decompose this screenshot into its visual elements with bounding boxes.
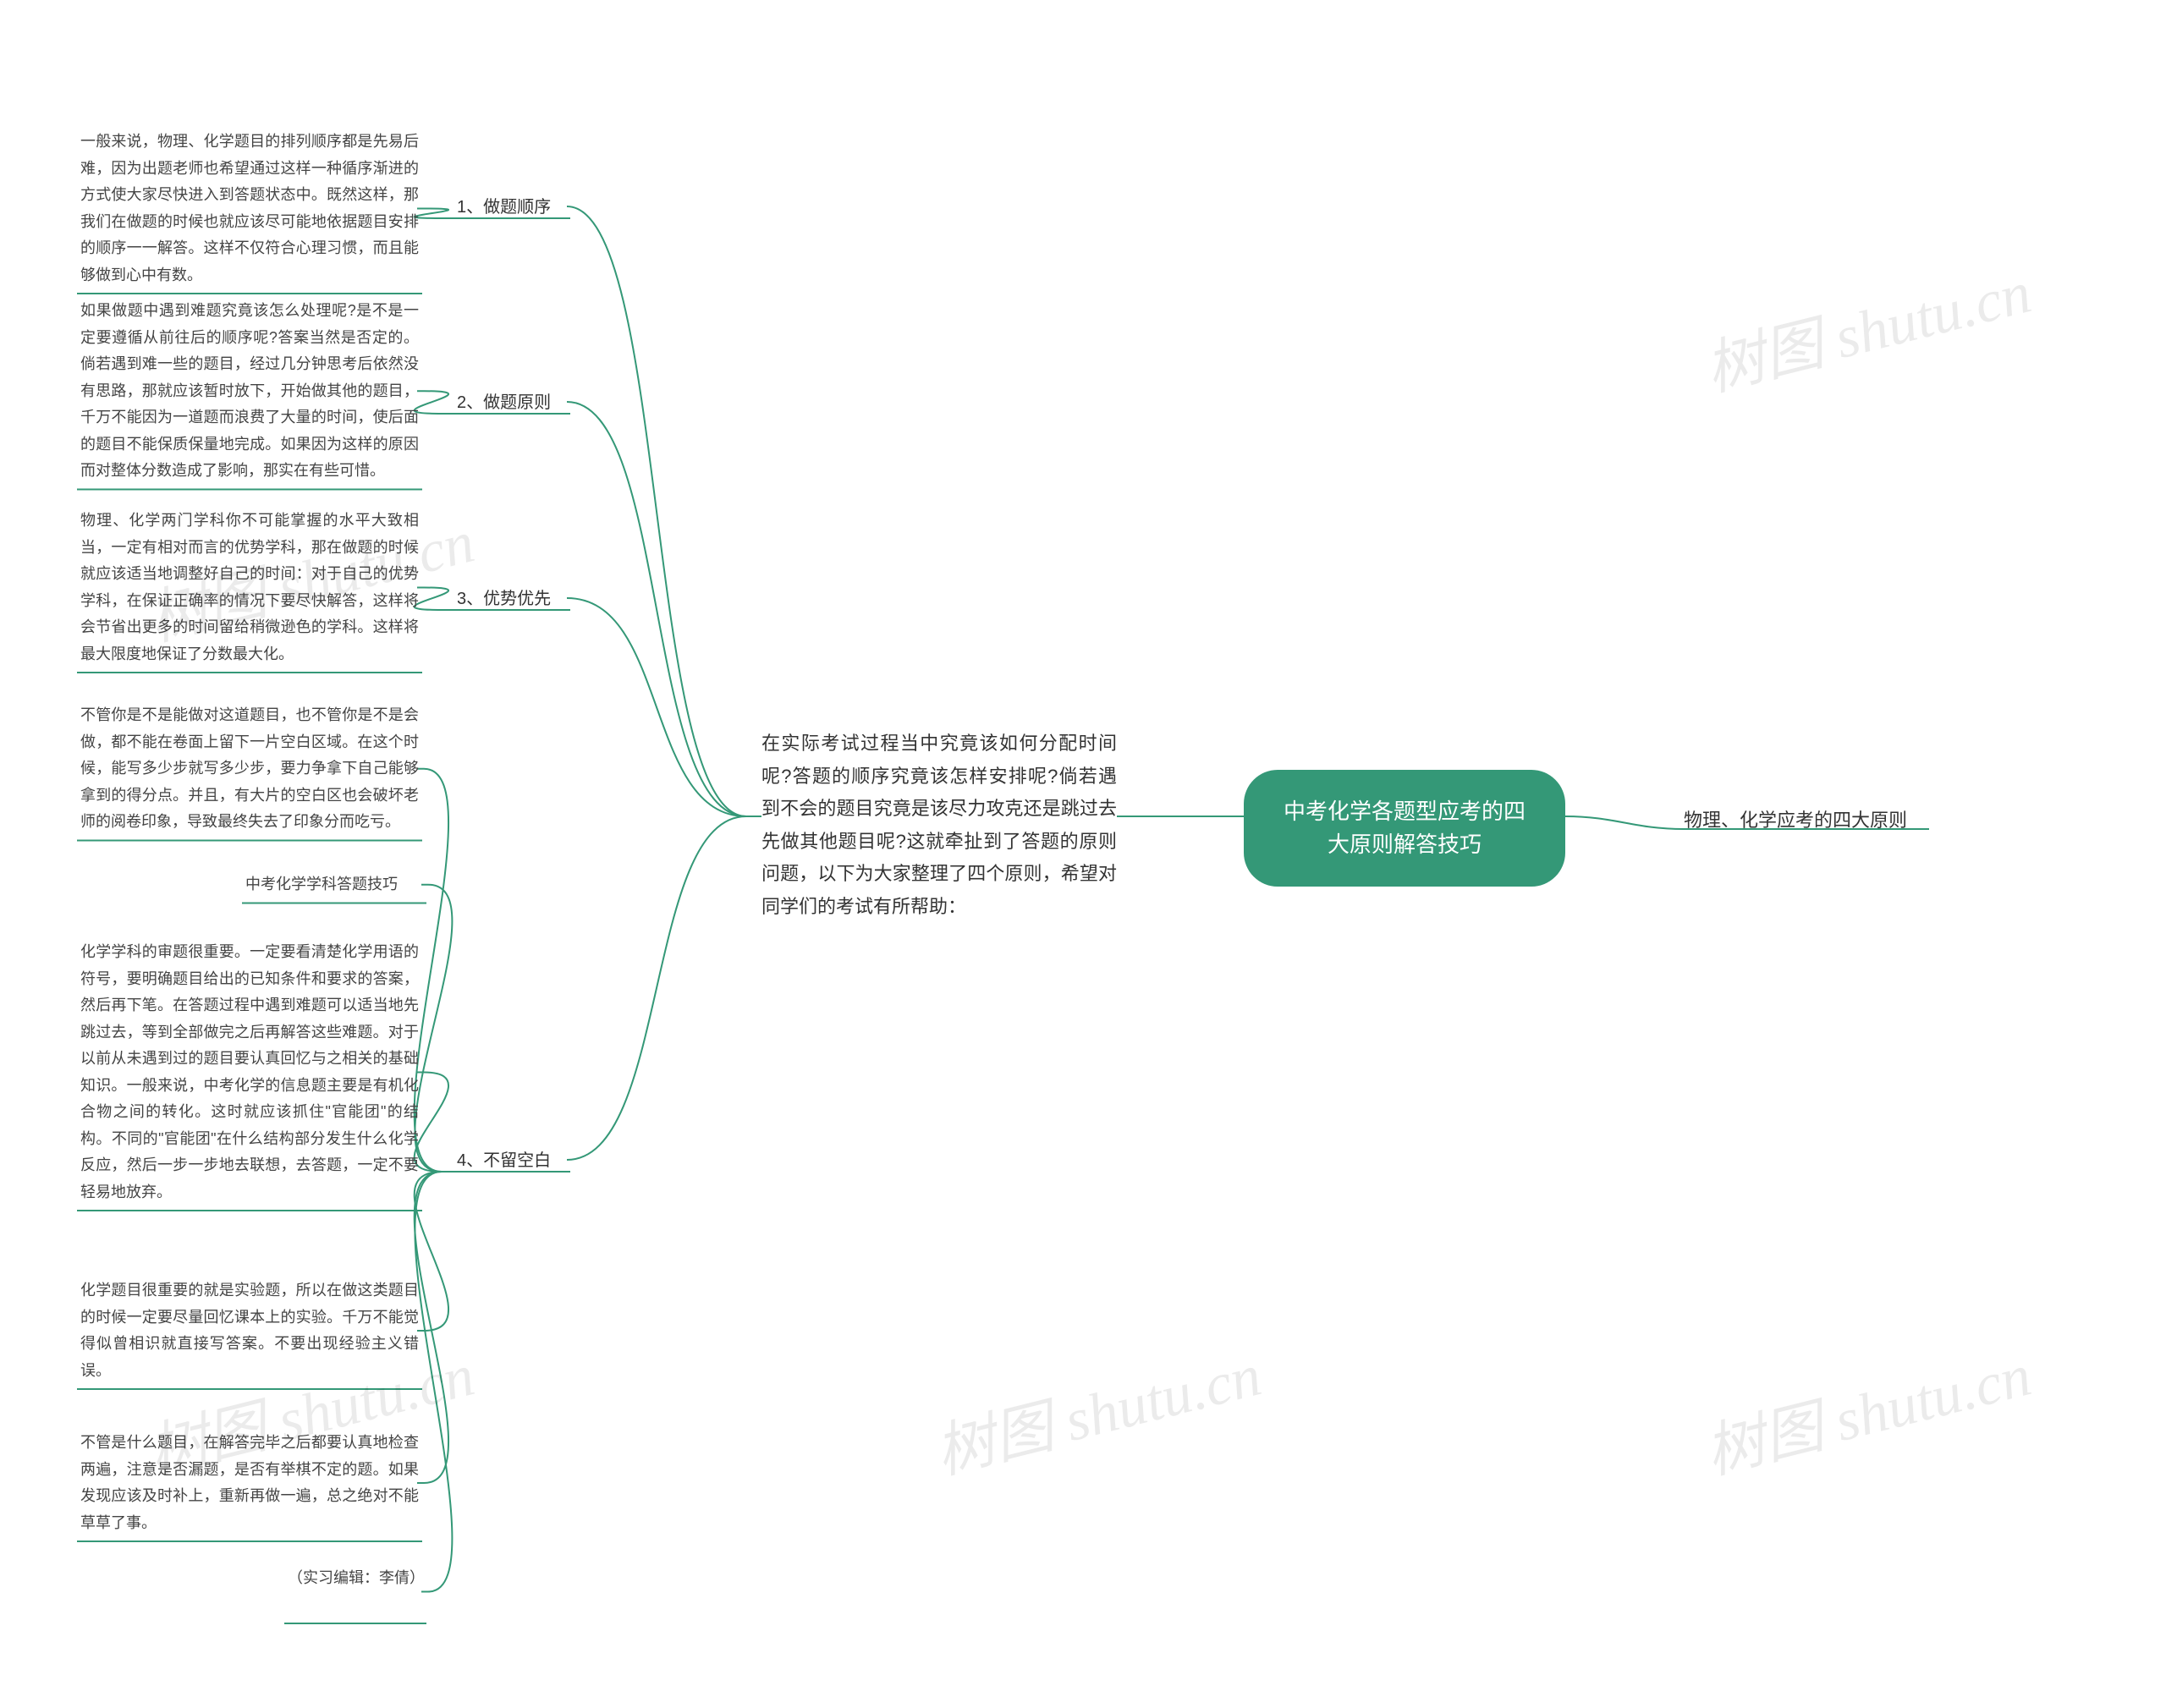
mindmap-canvas: 中考化学各题型应考的四大原则解答技巧 物理、化学应考的四大原则 在实际考试过程当… — [0, 0, 2166, 1708]
branch-label-1[interactable]: 1、做题顺序 — [457, 195, 551, 220]
detail-block-4: 不管你是不是能做对这道题目，也不管你是不是会做，都不能在卷面上留下一片空白区域。… — [80, 702, 419, 836]
detail-block-5: 中考化学学科答题技巧 — [245, 871, 423, 898]
detail-block-6: 化学学科的审题很重要。一定要看清楚化学用语的符号，要明确题目给出的已知条件和要求… — [80, 939, 419, 1205]
detail-block-2: 如果做题中遇到难题究竟该怎么处理呢?是不是一定要遵循从前往后的顺序呢?答案当然是… — [80, 298, 419, 485]
watermark: 树图 shutu.cn — [1696, 1327, 2039, 1491]
detail-block-3: 物理、化学两门学科你不可能掌握的水平大致相当，一定有相对而言的优势学科，那在做题… — [80, 508, 419, 667]
detail-block-7: 化学题目很重要的就是实验题，所以在做这类题目的时候一定要尽量回忆课本上的实验。千… — [80, 1277, 419, 1384]
left-intro-paragraph: 在实际考试过程当中究竟该如何分配时间呢?答题的顺序究竟该怎样安排呢?倘若遇到不会… — [761, 728, 1117, 923]
detail-block-9: （实习编辑：李倩） — [288, 1565, 423, 1592]
center-topic[interactable]: 中考化学各题型应考的四大原则解答技巧 — [1244, 770, 1565, 887]
branch-label-3[interactable]: 3、优势优先 — [457, 586, 551, 612]
detail-block-8: 不管是什么题目，在解答完毕之后都要认真地检查两遍，注意是否漏题，是否有举棋不定的… — [80, 1430, 419, 1536]
watermark: 树图 shutu.cn — [926, 1327, 1269, 1491]
right-branch-label[interactable]: 物理、化学应考的四大原则 — [1684, 805, 1907, 835]
branch-label-4[interactable]: 4、不留空白 — [457, 1148, 551, 1173]
branch-label-2[interactable]: 2、做题原则 — [457, 390, 551, 415]
detail-block-1: 一般来说，物理、化学题目的排列顺序都是先易后难，因为出题老师也希望通过这样一种循… — [80, 129, 419, 288]
watermark: 树图 shutu.cn — [1696, 244, 2039, 408]
